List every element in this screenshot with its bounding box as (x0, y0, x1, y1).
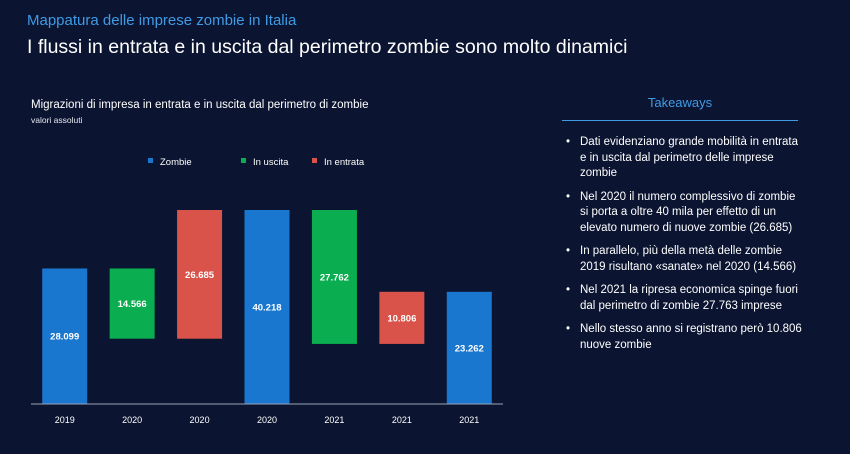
takeaway-item: • Nel 2021 la ripresa economica spinge fu… (564, 283, 804, 314)
data-label: 26.685 (185, 270, 215, 281)
waterfall-chart: Zombie In uscita In entrata 28.099 2019 14.56… (31, 157, 503, 425)
bullet-icon: • (566, 284, 571, 296)
x-tick-label: 2021 (324, 415, 344, 425)
bullet-icon: • (566, 245, 571, 257)
x-tick-label: 2021 (459, 415, 479, 425)
takeaways-list: • Dati evidenziano grande mobilità in ent… (564, 135, 804, 361)
x-tick-label: 2019 (55, 415, 75, 425)
bar (311, 210, 357, 344)
takeaway-text: Nello stesso anno si registrano però 10.… (580, 323, 802, 351)
legend-swatch (312, 158, 317, 163)
takeaways-title: Takeaways (647, 95, 713, 110)
legend-label: Zombie (160, 157, 192, 168)
x-tick-label: 2021 (392, 415, 412, 425)
bullet-icon: • (566, 190, 571, 203)
legend-label: In uscita (253, 157, 289, 168)
bar (379, 291, 425, 344)
page-title: I flussi in entrata e in uscita dal peri… (27, 36, 628, 58)
takeaway-item: • Dati evidenziano grande mobilità in ent… (564, 135, 804, 182)
data-label: 27.762 (320, 272, 349, 283)
bar (177, 210, 223, 339)
takeaways-divider (562, 120, 798, 121)
bar (244, 210, 290, 404)
bullet-icon: • (566, 323, 571, 335)
bar (109, 268, 155, 339)
takeaway-text: In parallelo, più della metà delle zombi… (580, 245, 797, 273)
legend-swatch (148, 158, 153, 163)
data-label: 10.806 (387, 313, 416, 324)
x-tick-label: 2020 (257, 415, 277, 425)
takeaway-text: Nel 2021 la ripresa economica spinge fuo… (580, 284, 798, 312)
x-tick-label: 2020 (190, 415, 210, 425)
bullet-icon: • (566, 136, 571, 148)
x-tick-label: 2020 (122, 415, 142, 425)
data-label: 14.566 (118, 299, 147, 310)
legend-swatch (241, 158, 246, 163)
bar (42, 268, 88, 404)
chart-title: Migrazioni di impresa in entrata e in us… (31, 99, 369, 111)
legend-label: In entrata (324, 157, 365, 168)
data-label: 23.262 (455, 343, 484, 354)
bar (446, 291, 492, 404)
takeaway-item: • Nel 2020 il numero complessivo di zombi… (564, 190, 804, 237)
takeaway-text: Dati evidenziano grande mobilità in entr… (580, 136, 798, 179)
chart-subtitle: valori assoluti (31, 115, 83, 125)
data-label: 40.218 (252, 303, 281, 314)
takeaway-item: • Nello stesso anno si registrano però 10… (564, 322, 804, 353)
page-supertitle: Mappatura delle imprese zombie in Italia (27, 12, 297, 29)
takeaway-item: • In parallelo, più della metà delle zomb… (564, 244, 804, 275)
takeaway-text: Nel 2020 il numero complessivo di zombie… (580, 190, 796, 234)
data-label: 28.099 (50, 332, 79, 343)
